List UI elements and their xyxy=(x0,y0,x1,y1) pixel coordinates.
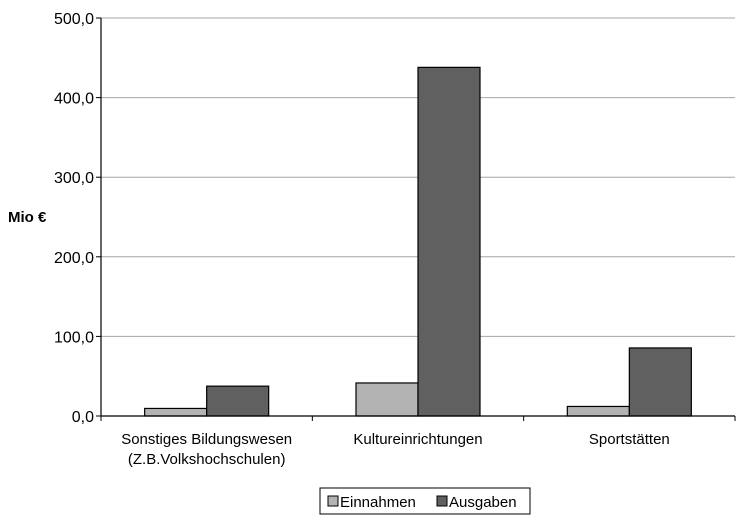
legend-label-ausgaben: Ausgaben xyxy=(449,494,517,511)
legend-label-einnahmen: Einnahmen xyxy=(340,494,416,511)
x-category-label-line: Kultureinrichtungen xyxy=(353,431,482,448)
legend-frame xyxy=(319,487,531,515)
bar-einnahmen-1 xyxy=(355,382,419,417)
y-tick-label: 200,0 xyxy=(54,250,94,267)
y-tick-label: 300,0 xyxy=(54,170,94,187)
legend-swatch-einnahmen xyxy=(327,495,339,507)
y-tick-label: 400,0 xyxy=(54,91,94,108)
y-tick-label: 100,0 xyxy=(54,329,94,346)
legend-swatch-ausgaben xyxy=(436,495,448,507)
bars xyxy=(144,66,692,417)
x-category-label-line: Sonstiges Bildungswesen xyxy=(121,431,292,448)
x-category-label: Sportstätten xyxy=(589,431,670,448)
x-category-label-line: (Z.B.Volkshochschulen) xyxy=(128,451,286,468)
y-axis-ticks: 0,0 100,0 200,0 300,0 400,0 500,0 xyxy=(54,11,101,426)
y-axis-label: Mio € xyxy=(8,209,47,226)
bar-ausgaben-1 xyxy=(417,66,481,417)
bar-einnahmen-2 xyxy=(566,405,630,417)
x-category-label-line: Sportstätten xyxy=(589,431,670,448)
y-tick-label: 0,0 xyxy=(72,409,94,426)
x-category-label: Kultureinrichtungen xyxy=(353,431,482,448)
bar-einnahmen-0 xyxy=(144,407,208,417)
bar-ausgaben-0 xyxy=(206,385,270,417)
x-axis-labels: Sonstiges Bildungswesen (Z.B.Volkshochsch… xyxy=(121,431,670,468)
y-tick-label: 500,0 xyxy=(54,11,94,28)
bar-ausgaben-2 xyxy=(628,347,692,417)
x-category-label: Sonstiges Bildungswesen (Z.B.Volkshochsch… xyxy=(121,431,292,468)
axes xyxy=(100,18,736,421)
legend: Einnahmen Ausgaben xyxy=(319,487,531,515)
